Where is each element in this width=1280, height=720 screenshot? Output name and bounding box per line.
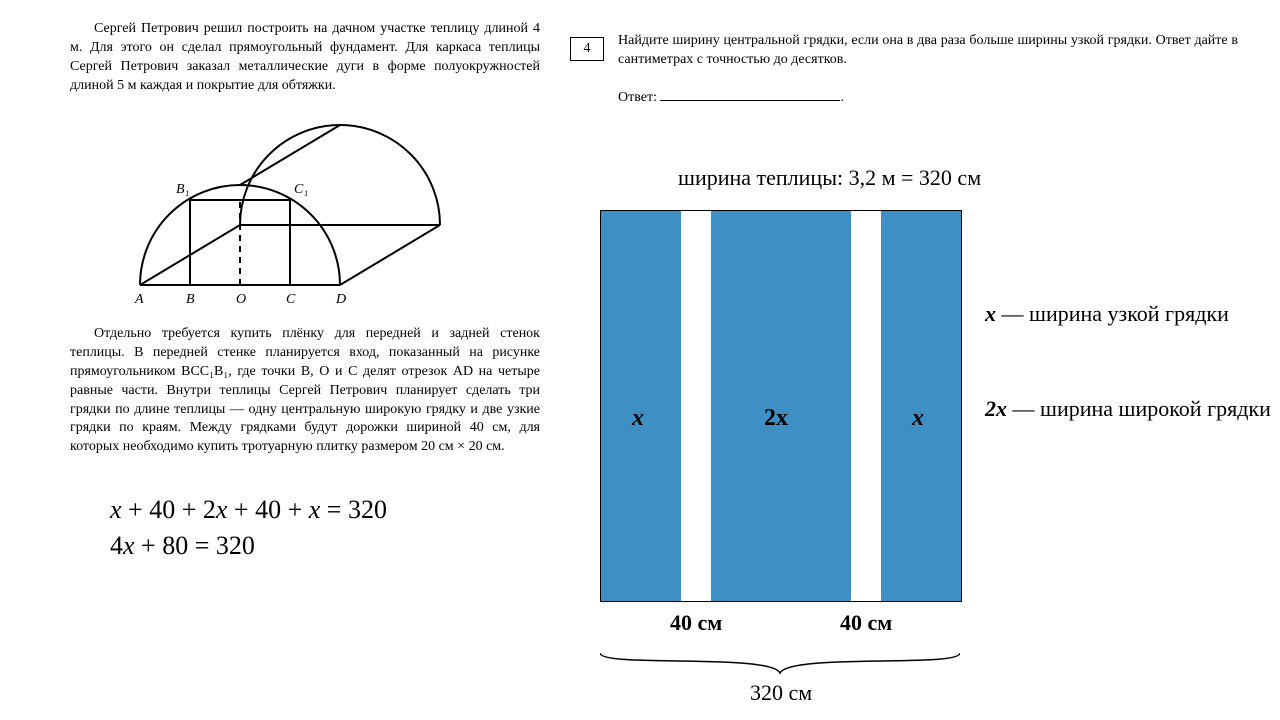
greenhouse-diagram: A B O C D B₁ C₁ (110, 105, 510, 315)
legend-narrow: x — ширина узкой грядки (985, 300, 1229, 329)
gap-label-1: 40 см (670, 610, 722, 636)
page: Сергей Петрович решил построить на дачно… (0, 0, 1280, 720)
label-B1: B₁ (176, 182, 189, 197)
equations-block: x + 40 + 2x + 40 + x = 320 4x + 80 = 320 (110, 495, 387, 567)
answer-line: Ответ: . (618, 90, 844, 106)
label-O: O (236, 292, 246, 307)
label-C1: C₁ (294, 182, 308, 197)
answer-blank[interactable] (660, 100, 840, 101)
question-text: Найдите ширину центральной грядки, если … (618, 32, 1238, 70)
label-D: D (335, 292, 346, 307)
label-B: B (186, 292, 195, 307)
legend-wide: 2x — ширина широкой грядки (985, 395, 1271, 424)
label-x-right: x (912, 405, 924, 432)
path-gap-1 (681, 211, 711, 601)
label-x-left: x (632, 405, 644, 432)
question-number-box: 4 (570, 37, 604, 61)
equation-1: x + 40 + 2x + 40 + x = 320 (110, 495, 387, 525)
equation-2: 4x + 80 = 320 (110, 531, 387, 561)
greenhouse-width-label: ширина теплицы: 3,2 м = 320 см (678, 165, 981, 191)
path-gap-2 (851, 211, 881, 601)
label-A: A (134, 292, 144, 307)
gap-label-2: 40 см (840, 610, 892, 636)
label-C: C (286, 292, 296, 307)
label-2x-center: 2x (764, 405, 788, 432)
problem-paragraph-1: Сергей Петрович решил построить на дачно… (70, 20, 540, 96)
total-width-label: 320 см (750, 680, 812, 706)
problem-paragraph-2: Отдельно требуется купить плёнку для пер… (70, 325, 540, 457)
answer-label: Ответ: (618, 90, 657, 105)
total-width-brace (600, 648, 960, 678)
